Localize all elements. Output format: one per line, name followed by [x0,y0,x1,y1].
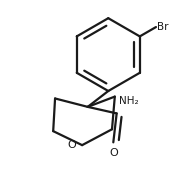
Text: NH₂: NH₂ [119,96,138,106]
Text: O: O [109,148,118,158]
Text: O: O [67,140,76,150]
Text: Br: Br [157,22,168,32]
